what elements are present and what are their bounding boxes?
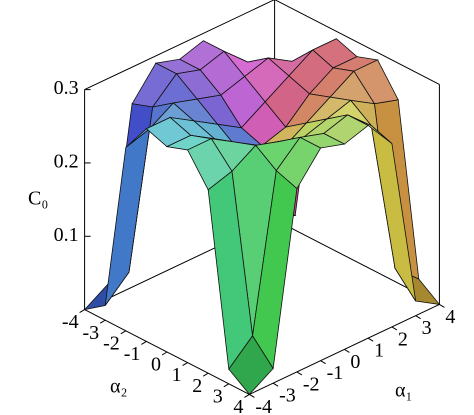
y-tick-label: 1 — [172, 364, 182, 386]
surface-patch — [228, 335, 274, 396]
x-tick — [344, 348, 350, 353]
x-tick-label: -2 — [303, 373, 320, 395]
y-axis-label: α₂ — [110, 376, 127, 398]
y-tick — [223, 383, 230, 388]
z-tick-label: 0.1 — [54, 224, 79, 246]
x-tick-label: 1 — [374, 340, 384, 362]
y-tick — [79, 309, 85, 314]
y-tick-label: -1 — [124, 343, 141, 365]
y-tick-label: -3 — [83, 322, 100, 344]
x-tick-label: -3 — [279, 385, 296, 407]
y-tick — [182, 362, 188, 367]
y-tick-label: -2 — [103, 332, 120, 354]
y-tick-label: -4 — [62, 311, 79, 333]
x-tick-label: -1 — [327, 362, 344, 384]
y-tick — [141, 340, 147, 345]
y-tick — [99, 319, 106, 324]
x-tick — [367, 337, 374, 342]
x-tick — [296, 371, 303, 376]
x-tick — [272, 382, 279, 387]
z-tick-label: 0.3 — [54, 77, 79, 99]
y-tick-label: 3 — [213, 385, 223, 407]
y-tick — [244, 393, 250, 398]
surface-patch — [104, 127, 151, 306]
x-tick-label: 2 — [398, 328, 408, 350]
y-tick-label: 2 — [192, 375, 202, 397]
x-tick — [391, 326, 398, 331]
x-tick — [415, 315, 421, 320]
y-tick-label: 0 — [151, 354, 161, 376]
box-edge — [84, 0, 275, 91]
y-tick — [161, 351, 168, 356]
z-tick-label: 0.2 — [54, 151, 79, 173]
x-axis-label: α₁ — [395, 380, 412, 402]
y-tick — [202, 372, 209, 377]
z-axis-label: C₀ — [28, 188, 48, 210]
y-tick — [120, 330, 127, 335]
x-tick — [249, 393, 255, 398]
x-tick — [320, 360, 326, 365]
x-tick-label: -4 — [255, 396, 272, 415]
x-tick-label: 3 — [422, 317, 432, 339]
box-edge — [274, 0, 440, 85]
y-tick-label: 4 — [233, 396, 243, 415]
x-tick-label: 4 — [445, 306, 455, 328]
x-tick-label: 0 — [350, 351, 360, 373]
x-tick — [439, 303, 445, 308]
